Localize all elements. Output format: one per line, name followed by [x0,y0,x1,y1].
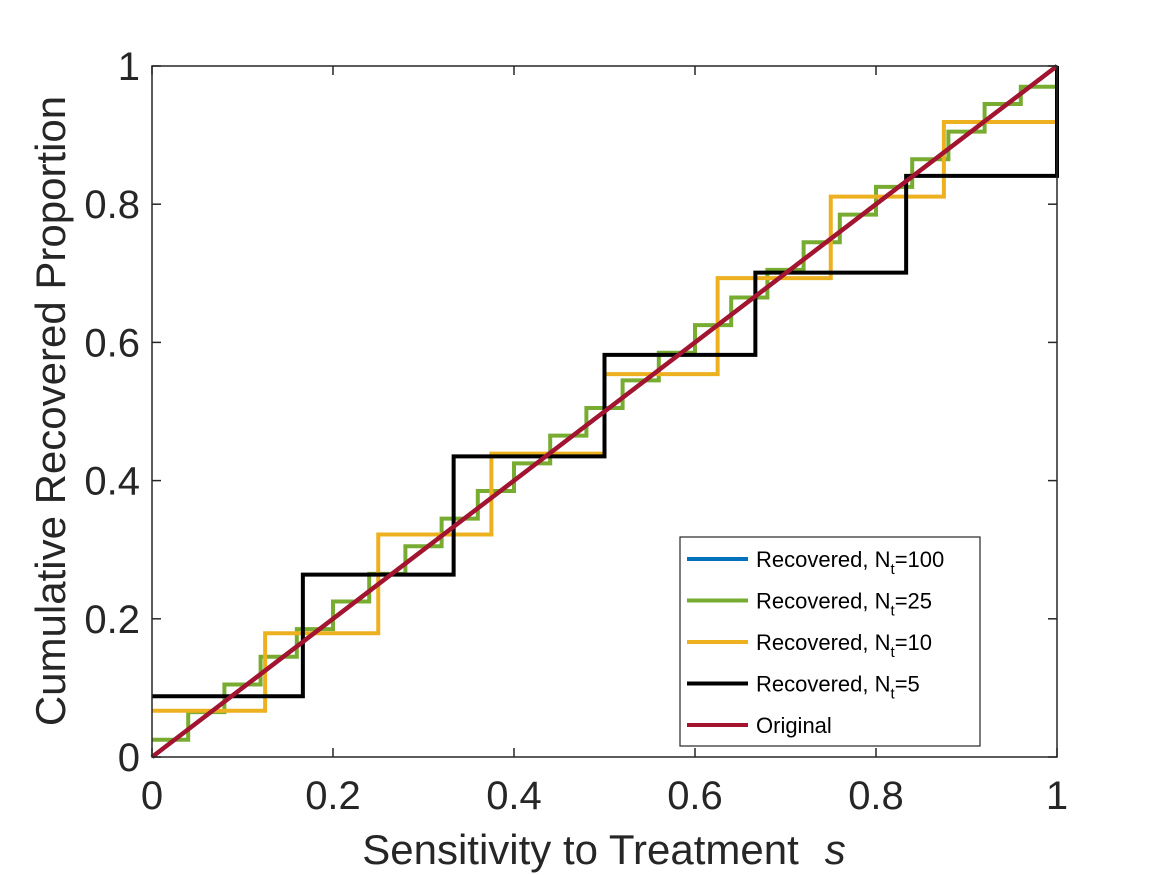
x-tick-label: 0.6 [667,774,723,818]
y-tick-label: 0.4 [84,460,140,504]
y-tick-label: 0.8 [84,183,140,227]
x-tick-label: 0.8 [848,774,904,818]
series-line-original [150,64,1059,759]
x-tick-label: 1 [1046,774,1068,818]
legend: Recovered, Nt=100 Recovered, Nt=25 Recover… [679,536,981,747]
y-tick-label: 0.6 [84,321,140,365]
x-axis-title: Sensitivity to Treatment s [362,826,846,873]
legend-entry-label: Recovered, Nt=10 [756,630,932,661]
legend-entry-label: Recovered, Nt=25 [756,589,932,620]
y-axis-title: Cumulative Recovered Proportion [27,96,74,726]
axes-box [151,65,1058,758]
y-tick-label: 0 [118,736,140,780]
x-tick-label: 0 [141,774,163,818]
series-line-recovered-n-t-5 [152,66,1059,699]
y-tick-label: 1 [118,45,140,89]
axes-layer: 0 0.2 0.4 0.6 0.8 1 0 0.2 0.4 0.6 0.8 1 [84,45,1068,818]
legend-entry-label: Recovered, Nt=5 [756,672,920,703]
legend-box [679,536,981,747]
x-axis-title-text: Sensitivity to Treatment [362,826,799,873]
x-axis-title-symbol: s [825,826,846,873]
x-tick-label: 0.4 [486,774,542,818]
legend-entry-label: Original [756,713,832,738]
series-layer [150,64,1059,759]
y-tick-label: 0.2 [84,598,140,642]
legend-entry-label: Recovered, Nt=100 [756,547,944,578]
x-tick-label: 0.2 [305,774,361,818]
